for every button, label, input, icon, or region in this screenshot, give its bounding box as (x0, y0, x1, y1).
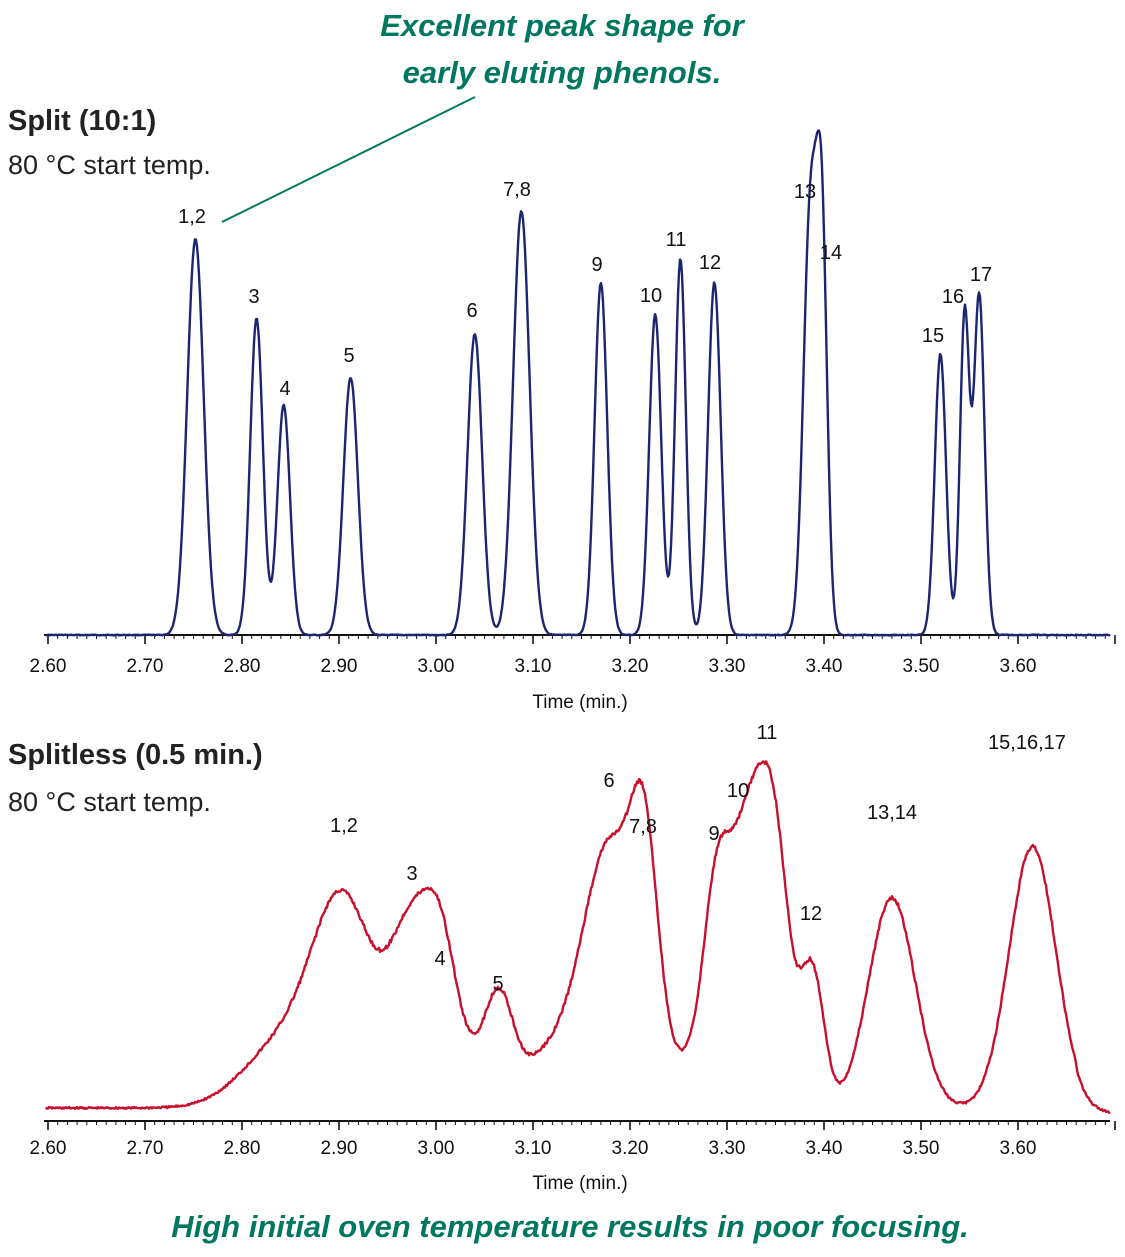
x-tick-label: 2.90 (321, 656, 358, 677)
splitless-peak-labels: 1,2 3 4 5 6 7,8 9 10 11 12 13,14 15,16,17 (330, 722, 1066, 995)
splitless-x-axis-label: Time (min.) (532, 1173, 627, 1194)
splitless-x-axis (44, 1120, 1116, 1130)
peak-label: 12 (800, 903, 822, 925)
peak-label: 17 (970, 264, 992, 286)
peak-label: 4 (279, 378, 290, 400)
split-chart-panel: Split (10:1) 80 °C start temp. 2.60 2.70 2… (8, 105, 1116, 713)
peak-label: 1,2 (330, 815, 358, 837)
x-tick-label: 3.40 (806, 1138, 843, 1159)
splitless-chart-title: Splitless (0.5 min.) (8, 739, 263, 771)
x-tick-label: 3.40 (806, 656, 843, 677)
peak-label: 1,2 (178, 206, 206, 228)
top-callout-line1: Excellent peak shape for (380, 8, 745, 43)
peak-label: 15 (922, 325, 944, 347)
peak-label: 13 (794, 181, 816, 203)
peak-label: 7,8 (503, 179, 531, 201)
callout-leader-line (221, 96, 476, 223)
split-chart-title: Split (10:1) (8, 105, 156, 137)
x-tick-label: 3.30 (709, 656, 746, 677)
peak-label: 14 (820, 242, 842, 264)
peak-label: 6 (603, 770, 614, 792)
split-x-tick-labels: 2.60 2.70 2.80 2.90 3.00 3.10 3.20 3.30 3.40 3.50… (30, 656, 1037, 677)
peak-label: 9 (708, 823, 719, 845)
peak-label: 12 (699, 252, 721, 274)
x-tick-label: 3.20 (612, 656, 649, 677)
peak-label: 13,14 (867, 802, 917, 824)
x-tick-label: 2.70 (127, 656, 164, 677)
splitless-chromatogram-trace (45, 760, 1111, 1114)
split-peak-labels: 1,2 3 4 5 6 7,8 9 10 11 12 13 14 15 16 17 (178, 179, 992, 400)
peak-label: 5 (492, 973, 503, 995)
peak-label: 6 (466, 300, 477, 322)
peak-label: 11 (757, 722, 778, 744)
peak-label: 5 (343, 345, 354, 367)
x-tick-label: 3.60 (1000, 1138, 1037, 1159)
peak-label: 9 (591, 254, 602, 276)
peak-label: 11 (666, 229, 687, 251)
x-tick-label: 3.50 (903, 1138, 940, 1159)
peak-label: 15,16,17 (988, 732, 1066, 754)
split-x-axis (44, 634, 1116, 644)
x-tick-label: 3.00 (418, 656, 455, 677)
x-tick-label: 2.80 (224, 1138, 261, 1159)
peak-label: 16 (942, 286, 964, 308)
x-tick-label: 3.10 (515, 656, 552, 677)
x-tick-label: 3.10 (515, 1138, 552, 1159)
peak-label: 7,8 (629, 816, 657, 838)
split-x-axis-label: Time (min.) (532, 692, 627, 713)
top-callout-line2: early eluting phenols. (403, 55, 722, 90)
x-tick-label: 3.20 (612, 1138, 649, 1159)
x-tick-label: 3.00 (418, 1138, 455, 1159)
x-tick-label: 2.90 (321, 1138, 358, 1159)
x-tick-label: 3.30 (709, 1138, 746, 1159)
x-tick-label: 2.60 (30, 656, 67, 677)
x-tick-label: 2.60 (30, 1138, 67, 1159)
bottom-callout: High initial oven temperature results in… (171, 1209, 969, 1244)
splitless-x-tick-labels: 2.60 2.70 2.80 2.90 3.00 3.10 3.20 3.30 3.40 3.50… (30, 1138, 1037, 1159)
peak-label: 10 (640, 285, 662, 307)
peak-label: 4 (434, 948, 445, 970)
splitless-chart-panel: Splitless (0.5 min.) 80 °C start temp. 2… (8, 722, 1116, 1194)
x-tick-label: 3.60 (1000, 656, 1037, 677)
split-chromatogram-trace (45, 129, 1111, 637)
x-tick-label: 2.70 (127, 1138, 164, 1159)
x-tick-label: 2.80 (224, 656, 261, 677)
peak-label: 3 (248, 286, 259, 308)
split-chart-subtitle: 80 °C start temp. (8, 150, 211, 180)
splitless-chart-subtitle: 80 °C start temp. (8, 787, 211, 817)
peak-label: 10 (727, 780, 749, 802)
peak-label: 3 (406, 863, 417, 885)
x-tick-label: 3.50 (903, 656, 940, 677)
